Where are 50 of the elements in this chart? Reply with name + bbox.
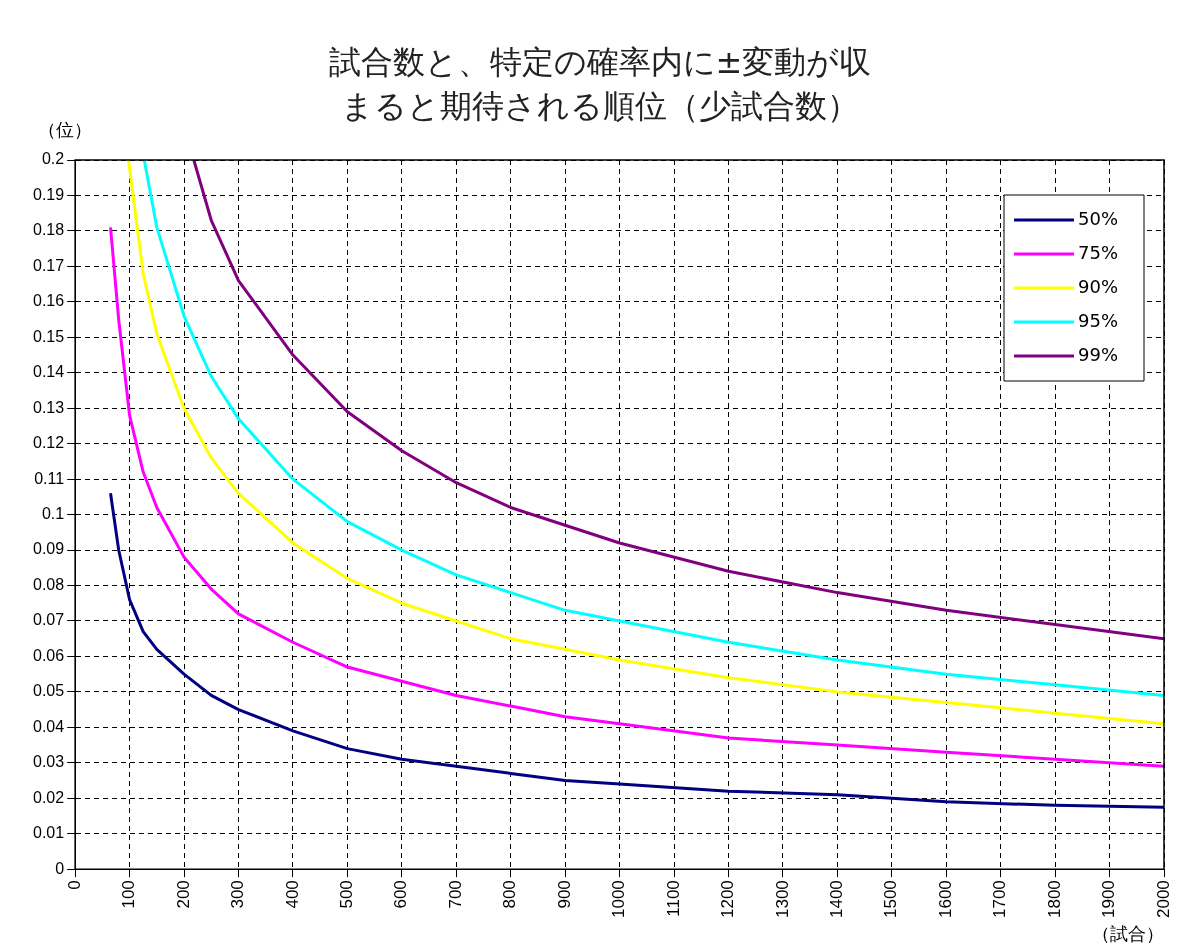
x-tick-label: 0	[64, 880, 84, 890]
legend-label: 90%	[1078, 275, 1119, 297]
y-tick-label: 0.1	[41, 505, 65, 522]
legend-label: 95%	[1078, 309, 1119, 331]
y-tick-label: 0.05	[33, 682, 65, 700]
x-tick-label: 900	[554, 880, 574, 909]
y-tick-label: 0.17	[33, 256, 65, 274]
y-tick-label: 0.09	[33, 540, 65, 558]
x-tick-label: 300	[228, 880, 248, 909]
legend-label: 50%	[1078, 207, 1119, 229]
y-tick-label: 0.11	[34, 469, 65, 487]
y-tick-label: 0.01	[33, 824, 65, 842]
x-tick-label: 1900	[1099, 880, 1119, 919]
legend-label: 99%	[1078, 343, 1119, 365]
y-tick-label: 0	[55, 859, 65, 877]
y-tick-label: 0.16	[33, 292, 65, 310]
legend-label: 75%	[1078, 241, 1119, 263]
x-tick-label: 700	[445, 880, 465, 909]
x-tick-label: 1400	[827, 880, 847, 919]
y-tick-label: 0.12	[33, 434, 65, 452]
y-tick-label: 0.07	[33, 611, 65, 629]
y-tick-label: 0.18	[33, 221, 65, 239]
y-axis-title: （位）	[38, 118, 92, 142]
x-tick-label: 1300	[772, 880, 792, 919]
x-tick-label: 400	[282, 880, 302, 909]
y-tick-label: 0.06	[33, 646, 65, 664]
x-tick-label: 1800	[1044, 880, 1064, 919]
x-tick-label: 1600	[935, 880, 955, 919]
y-tick-label: 0.13	[33, 398, 65, 416]
x-tick-label: 800	[500, 880, 520, 909]
x-axis-title: （試合）	[1092, 922, 1164, 946]
y-tick-label: 0.04	[33, 717, 65, 735]
y-tick-label: 0.19	[33, 185, 65, 203]
y-tick-label: 0.02	[33, 788, 65, 806]
x-tick-label: 500	[337, 880, 357, 909]
chart-title: 試合数と、特定の確率内に±変動が収まると期待される順位（少試合数）	[327, 42, 873, 127]
x-tick-label: 100	[119, 880, 139, 909]
y-tick-label: 0.08	[33, 575, 65, 593]
y-tick-label: 0.2	[41, 150, 65, 168]
y-tick-label: 0.15	[33, 327, 65, 345]
x-tick-label: 1700	[990, 880, 1010, 919]
x-tick-label: 1500	[881, 880, 901, 919]
y-tick-label: 0.14	[33, 363, 65, 381]
x-tick-label: 600	[391, 880, 411, 909]
x-tick-label: 200	[173, 880, 193, 909]
x-tick-label: 2000	[1153, 880, 1173, 919]
y-tick-label: 0.03	[33, 753, 65, 771]
x-tick-label: 1000	[609, 880, 629, 919]
x-tick-label: 1100	[663, 880, 683, 917]
x-tick-label: 1200	[718, 880, 738, 919]
